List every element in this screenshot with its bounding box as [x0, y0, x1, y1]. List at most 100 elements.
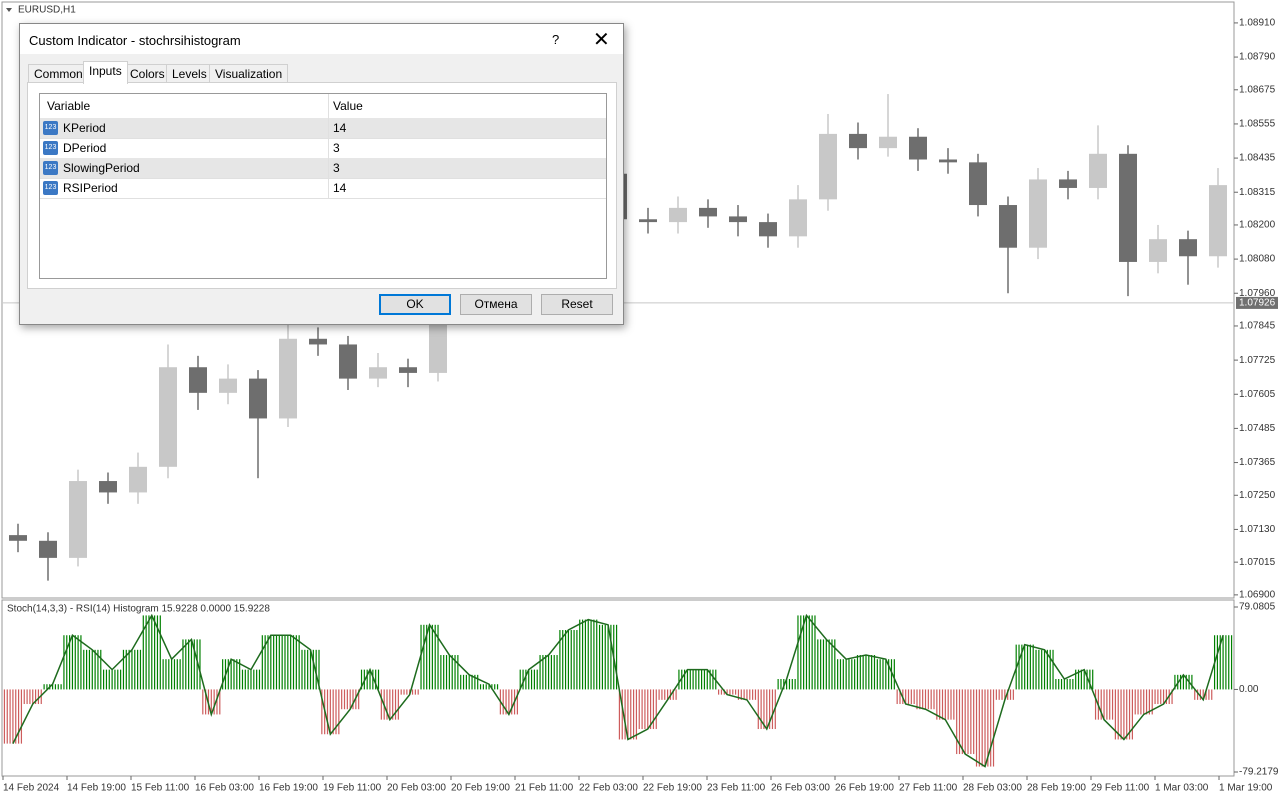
candle-body [369, 367, 387, 379]
x-tick-label: 29 Feb 11:00 [1091, 783, 1150, 794]
candle-body [189, 367, 207, 393]
candle-body [909, 136, 927, 160]
x-tick-label: 26 Feb 03:00 [771, 783, 830, 794]
x-tick-label: 19 Feb 11:00 [323, 783, 382, 794]
candle-body [129, 466, 147, 493]
symbol-label: EURUSD,H1 [18, 5, 76, 16]
candle-body [849, 133, 867, 149]
tab[interactable]: Inputs [83, 61, 128, 84]
y-tick-label: 1.07485 [1239, 423, 1276, 434]
menu-arrow [6, 8, 12, 12]
candle-body [249, 378, 267, 419]
variable-cell: KPeriod [63, 121, 106, 135]
candle-body [1029, 179, 1047, 248]
value-cell: 14 [328, 118, 346, 138]
input-icon: 123 [43, 121, 58, 135]
close-button[interactable]: ✕ [593, 29, 610, 51]
tab[interactable]: Levels [166, 64, 213, 83]
y-tick-label: 79.0805 [1239, 602, 1276, 613]
y-tick-label: 1.07845 [1239, 321, 1276, 332]
candle-body [789, 199, 807, 237]
candle-body [1179, 239, 1197, 257]
candle-body [9, 535, 27, 541]
candle-body [1059, 179, 1077, 188]
y-tick-label: 1.08200 [1239, 220, 1276, 231]
button[interactable]: Отмена [460, 294, 532, 315]
y-tick-label: 1.07015 [1239, 557, 1276, 568]
value-cell: 14 [328, 178, 346, 198]
current-price-box [1236, 296, 1278, 309]
y-tick-label: 1.07365 [1239, 457, 1276, 468]
tab[interactable]: Common [28, 64, 89, 83]
dialog: Custom Indicator - stochrsihistogram ? ✕… [19, 23, 624, 325]
header-cell: Value [328, 94, 363, 118]
variable-cell: RSIPeriod [63, 181, 118, 195]
candle-body [1209, 185, 1227, 257]
x-tick-label: 27 Feb 11:00 [899, 783, 958, 794]
candle-body [1119, 153, 1137, 262]
x-tick-label: 1 Mar 03:00 [1155, 783, 1209, 794]
candle-body [1149, 239, 1167, 262]
dialog-title: Custom Indicator - stochrsihistogram [29, 33, 241, 48]
candle-body [699, 207, 717, 217]
x-tick-label: 15 Feb 11:00 [131, 783, 190, 794]
help-button[interactable]: ? [552, 32, 560, 47]
input-icon: 123 [43, 141, 58, 155]
header-cell: Variable [47, 99, 91, 113]
y-tick-label: 1.08435 [1239, 153, 1276, 164]
x-tick-label: 28 Feb 03:00 [963, 783, 1022, 794]
title-bar: Custom Indicator - stochrsihistogram ? ✕ [20, 24, 623, 54]
y-tick-label: 1.07130 [1239, 524, 1276, 535]
y-tick-label: 1.07250 [1239, 490, 1276, 501]
x-tick-label: 26 Feb 19:00 [835, 783, 894, 794]
table-row[interactable]: 123 RSIPeriod 14 [40, 178, 606, 199]
x-tick-label: 16 Feb 03:00 [195, 783, 254, 794]
candle-body [969, 162, 987, 206]
x-tick-label: 22 Feb 03:00 [579, 783, 638, 794]
button[interactable]: OK [379, 294, 451, 315]
y-tick-label: 0.00 [1239, 684, 1259, 695]
y-tick-label: 1.07960 [1239, 288, 1276, 299]
candle-body [279, 338, 297, 419]
y-tick-label: 1.08315 [1239, 187, 1276, 198]
x-tick-label: 23 Feb 11:00 [707, 783, 766, 794]
variable-cell: DPeriod [63, 141, 107, 155]
current-price-label: 1.07926 [1239, 298, 1276, 309]
x-tick-label: 16 Feb 19:00 [259, 783, 318, 794]
x-tick-label: 28 Feb 19:00 [1027, 783, 1086, 794]
candle-body [69, 481, 87, 558]
candle-body [669, 207, 687, 223]
candle-body [219, 378, 237, 393]
x-tick-label: 21 Feb 11:00 [515, 783, 574, 794]
candle-body [1089, 153, 1107, 188]
x-tick-label: 20 Feb 03:00 [387, 783, 446, 794]
indicator-title: Stoch(14,3,3) - RSI(14) Histogram 15.922… [7, 604, 270, 615]
button[interactable]: Reset [541, 294, 613, 315]
candle-body [159, 367, 177, 467]
y-tick-label: 1.06900 [1239, 590, 1276, 601]
candle-body [339, 344, 357, 379]
table-row[interactable]: 123 SlowingPeriod 3 [40, 158, 606, 179]
y-tick-label: 1.08790 [1239, 52, 1276, 63]
candle-body [879, 136, 897, 149]
y-tick-label: 1.08675 [1239, 84, 1276, 95]
table-row[interactable]: 123 DPeriod 3 [40, 138, 606, 159]
value-cell: 3 [328, 138, 340, 158]
tab[interactable]: Colors [124, 64, 171, 83]
histogram-outline [12, 613, 1224, 768]
candle-body [309, 338, 327, 345]
candle-body [729, 216, 747, 223]
variable-cell: SlowingPeriod [63, 161, 140, 175]
y-tick-label: -79.2179 [1239, 767, 1279, 778]
table-row[interactable]: 123 KPeriod 14 [40, 118, 606, 139]
indicator-pane [1, 599, 1235, 777]
x-tick-label: 22 Feb 19:00 [643, 783, 702, 794]
candle-body [819, 133, 837, 200]
y-tick-label: 1.08910 [1239, 18, 1276, 29]
x-tick-label: 20 Feb 19:00 [451, 783, 510, 794]
tab[interactable]: Visualization [209, 64, 289, 83]
candle-body [639, 219, 657, 223]
x-tick-label: 14 Feb 2024 [3, 783, 60, 794]
inputs-table: Variable Value 123 KPeriod 14 123 DPeriod 3 123 S… [39, 93, 607, 279]
